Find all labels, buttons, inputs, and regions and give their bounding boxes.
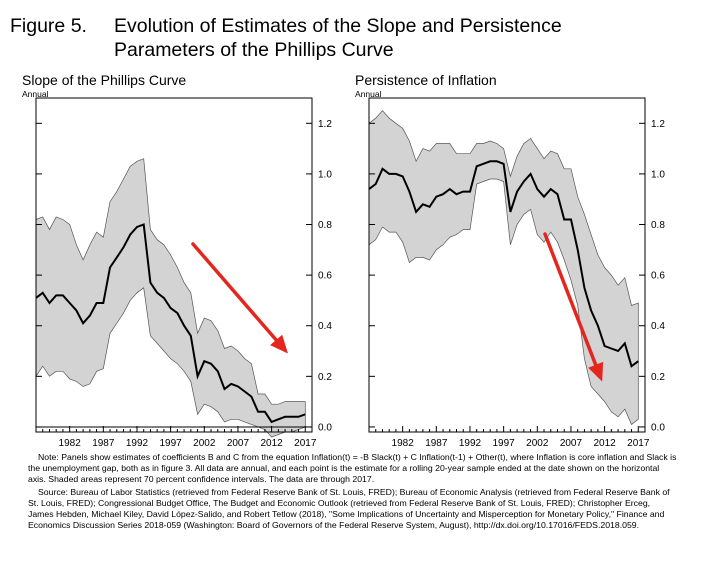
x-tick-label: 1982: [392, 438, 415, 449]
x-tick-label: 1992: [126, 438, 149, 449]
y-tick-label: 0.4: [651, 321, 665, 332]
x-tick-label: 2017: [294, 438, 317, 449]
source-paragraph: Source: Bureau of Labor Statistics (retr…: [28, 487, 678, 532]
trend-arrow-annotation: [191, 242, 288, 354]
y-tick-label: 0.8: [318, 220, 332, 231]
figure-number: Figure 5.: [10, 15, 87, 37]
source-label: Source:: [38, 486, 68, 497]
x-tick-label: 1987: [425, 438, 448, 449]
figure-title-line-1: Evolution of Estimates of the Slope and …: [114, 15, 562, 37]
slope-chart: 0.0 0.2 0.4 0.6 0.8 1.0 1.2 1982 1987 1992 1997 200…: [35, 97, 332, 449]
y-tick-label: 1.0: [651, 169, 665, 180]
x-tick-label: 2002: [526, 438, 549, 449]
y-tick-label: 0.2: [318, 372, 332, 383]
figure-note: Note: Panels show estimates of coefficie…: [28, 452, 678, 531]
y-tick-label: 0.6: [651, 271, 665, 282]
panel-unit-label: Annual: [22, 89, 49, 99]
x-tick-label: 1987: [92, 438, 115, 449]
persistence-panel: Persistence of Inflation Annual 0.0 0.2 0.…: [355, 72, 681, 452]
note-label: Note:: [38, 452, 59, 462]
x-tick-label: 1997: [160, 438, 183, 449]
panel-unit-label: Annual: [355, 89, 382, 99]
y-tick-label: 0.6: [318, 271, 332, 282]
x-tick-label: 2017: [627, 438, 650, 449]
figure-title: Figure 5. Evolution of Estimates of the S…: [10, 14, 690, 62]
x-tick-label: 2012: [593, 438, 616, 449]
y-tick-label: 0.0: [651, 422, 665, 433]
arrow-head: [588, 361, 604, 382]
x-tick-label: 1997: [493, 438, 516, 449]
plot-frame: [368, 97, 646, 433]
x-tick-label: 2002: [193, 438, 216, 449]
x-tick-label: 2012: [260, 438, 283, 449]
plot-frame: [35, 97, 313, 433]
trend-arrow-annotation: [543, 232, 604, 382]
confidence-band: [35, 158, 306, 438]
panel-title: Slope of the Phillips Curve: [22, 72, 187, 88]
x-tick-label: 2007: [227, 438, 250, 449]
arrow-shaft: [191, 242, 286, 351]
y-tick-label: 1.2: [318, 119, 332, 130]
estimate-line: [35, 223, 306, 424]
confidence-band: [368, 110, 639, 425]
slope-panel: Slope of the Phillips Curve Annual 0.0 0.…: [22, 72, 348, 452]
source-text: Bureau of Labor Statistics (retrieved fr…: [28, 486, 670, 531]
x-tick-label: 2007: [560, 438, 583, 449]
y-tick-label: 0.0: [318, 422, 332, 433]
figure-title-line-2: Parameters of the Phillips Curve: [114, 39, 394, 61]
arrow-head: [270, 334, 288, 354]
y-tick-label: 0.8: [651, 220, 665, 231]
note-text: Panels show estimates of coefficients B …: [28, 452, 677, 485]
panel-title: Persistence of Inflation: [355, 72, 497, 88]
y-tick-label: 1.2: [651, 119, 665, 130]
y-tick-label: 0.4: [318, 321, 332, 332]
arrow-shaft: [543, 232, 602, 378]
y-tick-label: 0.2: [651, 372, 665, 383]
persistence-chart: 0.0 0.2 0.4 0.6 0.8 1.0 1.2 1982 1987 1992 1997 200…: [368, 97, 665, 449]
note-paragraph: Note: Panels show estimates of coefficie…: [28, 452, 678, 486]
x-tick-label: 1992: [459, 438, 482, 449]
x-tick-label: 1982: [59, 438, 82, 449]
estimate-line: [368, 160, 639, 368]
y-tick-label: 1.0: [318, 169, 332, 180]
